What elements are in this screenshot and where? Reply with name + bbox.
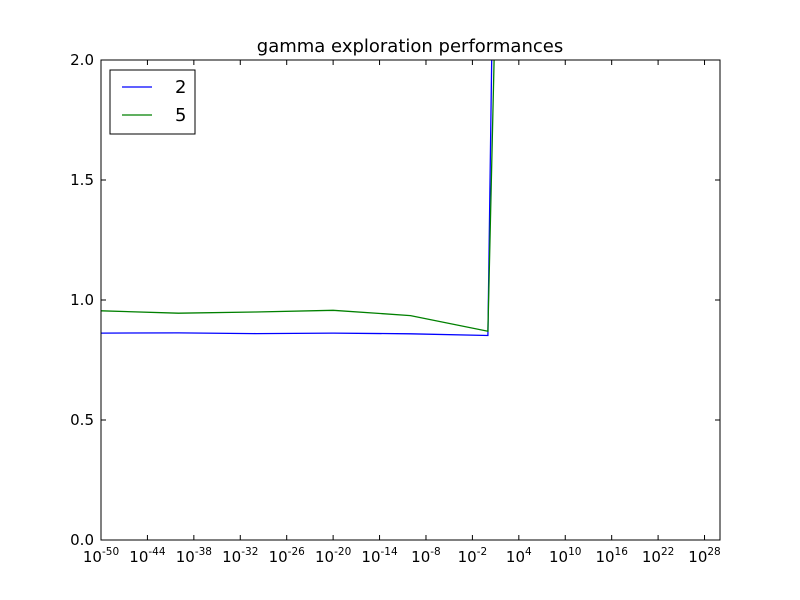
- y-tick-label: 2.0: [70, 51, 94, 69]
- x-tick-label: 104: [506, 546, 532, 566]
- chart-title: gamma exploration performances: [257, 36, 563, 57]
- x-tick-label: 10-44: [129, 546, 166, 566]
- y-tick-label: 1.0: [70, 291, 94, 309]
- x-tick-label: 1010: [549, 546, 581, 566]
- x-tick-label: 10-2: [458, 546, 488, 566]
- x-tick-label: 1016: [595, 546, 628, 566]
- x-tick-label: 10-32: [222, 546, 258, 566]
- series-line-5: [101, 60, 495, 332]
- x-tick-label: 10-38: [176, 546, 212, 566]
- legend-label-2: 2: [175, 77, 186, 98]
- plot-frame: [100, 59, 721, 541]
- x-tick-label: 10-50: [83, 546, 119, 566]
- legend-box: [109, 69, 196, 135]
- y-tick-label: 0.0: [70, 531, 94, 549]
- y-tick-label: 0.5: [70, 411, 94, 429]
- legend-label-5: 5: [175, 105, 186, 126]
- x-tick-label: 10-14: [361, 546, 398, 566]
- x-tick-label: 1028: [688, 546, 720, 566]
- x-tick-label: 10-26: [269, 546, 306, 566]
- series-line-2: [101, 60, 493, 337]
- x-tick-label: 10-8: [411, 546, 441, 566]
- y-tick-label: 1.5: [70, 171, 94, 189]
- x-tick-label: 1022: [642, 546, 674, 566]
- x-tick-label: 10-20: [315, 546, 351, 566]
